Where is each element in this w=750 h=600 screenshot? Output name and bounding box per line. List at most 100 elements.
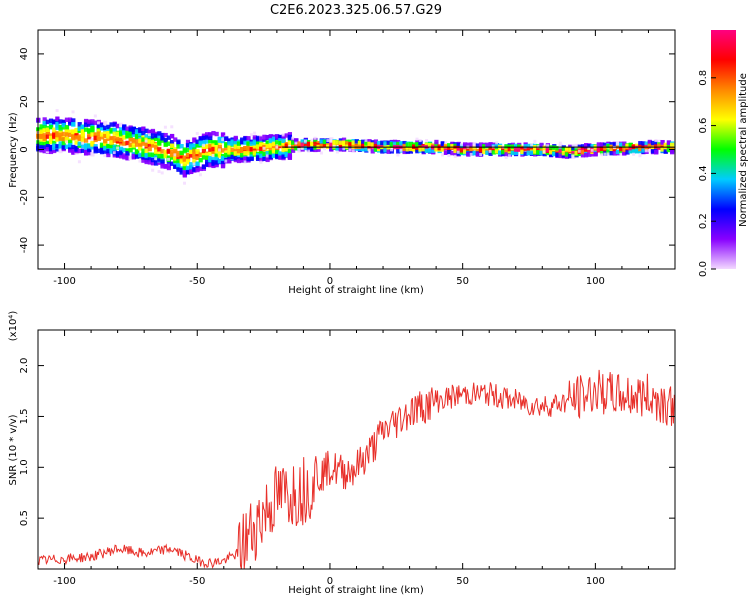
heat-cell [119,150,124,155]
heat-cell [249,133,253,137]
heat-cell [201,151,207,157]
heat-cell [625,150,630,155]
heat-cell [335,146,340,151]
heat-cell [119,122,124,128]
heat-cell [376,140,382,146]
heat-cell [619,152,623,156]
heat-cell [166,135,171,140]
heat-cell [367,148,371,152]
heat-cell [504,155,508,159]
heat-cell [450,150,455,156]
heat-cell [606,152,610,156]
heat-cell [65,140,69,144]
heat-cell [399,141,404,146]
heat-cell [39,145,44,150]
heat-cell [469,145,474,151]
heat-cell [220,148,226,153]
heat-cell [189,145,194,151]
heat-cell [58,127,63,133]
heat-cell [214,160,219,165]
heat-cell [275,145,279,149]
heat-cell [208,132,213,137]
heat-cell [418,147,423,152]
heat-cell [52,127,57,132]
heat-cell [392,141,398,147]
heat-cell [307,149,311,153]
heat-cell [510,150,515,156]
heat-cell [68,132,73,138]
heat-cell [208,151,213,156]
heat-cell [150,143,156,148]
heat-cell [259,151,264,156]
heat-cell [275,149,280,155]
heat-cell [440,153,444,157]
heat-cell [389,142,394,147]
heat-cell [198,157,203,163]
heat-cell [507,146,512,152]
heat-cell [77,141,82,146]
heat-cell [131,153,136,159]
heat-cell [147,157,152,162]
heat-cell [628,149,633,154]
heat-cell [128,130,133,136]
heat-cell [185,143,191,148]
heat-cell [323,147,327,151]
heat-cell [670,142,675,148]
heat-cell [147,160,152,165]
heat-cell [134,154,140,159]
heat-cell [112,131,117,136]
heat-cell [141,130,146,136]
heat-cell [173,149,178,154]
heat-cell [93,144,98,149]
heat-cell [526,150,531,155]
heat-cell [491,146,496,151]
heat-cell [415,145,420,150]
heat-cell [221,138,225,142]
heat-cell [154,136,159,142]
heat-cell [87,122,92,127]
heat-cell [545,150,550,156]
heat-cell [246,141,251,146]
heat-cell [68,121,73,126]
heat-cell [183,181,187,185]
heat-cell [390,148,394,152]
heat-cell [224,136,229,141]
y-tick-label: 1.0 [19,459,30,475]
heat-cell [262,151,267,157]
heat-cell [163,137,168,143]
snr-ylabel: SNR (10 * v/v) [8,414,19,485]
heat-cell [230,139,235,144]
heat-cell [211,146,216,152]
heat-cell [536,146,541,152]
heat-cell [83,138,89,143]
heat-cell [42,120,47,126]
heat-cell [440,147,445,152]
heat-cell [39,137,44,143]
heat-cell [39,148,44,153]
heat-cell [144,139,148,143]
heat-cell [351,140,356,145]
heat-cell [144,142,149,147]
heat-cell [612,147,617,152]
heat-cell [606,143,611,149]
heat-cell [169,143,175,148]
heat-cell [201,164,207,169]
heat-cell [52,145,57,151]
heat-cell [45,146,50,152]
heat-cell [236,153,242,158]
heat-cell [326,141,331,146]
heat-cell [281,147,286,153]
heat-cell [169,155,175,160]
heat-cell [103,149,108,154]
heat-cell [469,148,474,154]
heat-cell [596,142,601,147]
heat-cell [240,158,245,163]
heat-cell [380,149,385,154]
heat-cell [456,150,460,154]
heat-cell [466,152,471,157]
heat-cell [577,149,581,153]
heat-cell [217,150,222,156]
heat-cell [612,142,617,147]
heat-cell [462,147,468,152]
